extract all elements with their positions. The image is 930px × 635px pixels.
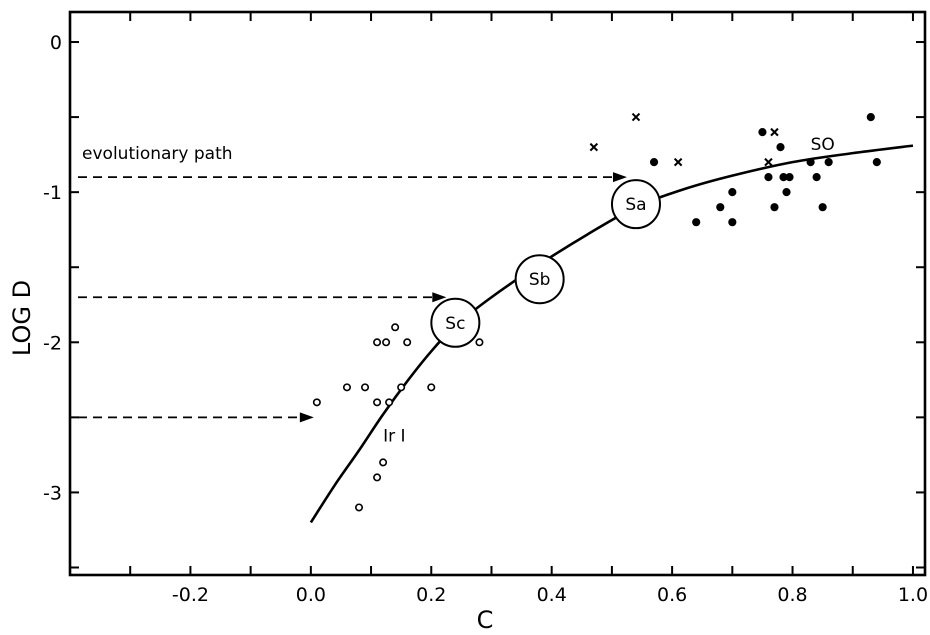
cross-point: [764, 157, 773, 167]
plot-border: [68, 10, 927, 577]
open-circle-point: [403, 338, 412, 347]
cross-stroke: [631, 112, 641, 122]
plot-frame: [68, 10, 927, 577]
filled-circle-point: [866, 112, 875, 122]
y-tick-label: 0: [50, 32, 62, 54]
stage-label: Sa: [625, 195, 646, 215]
arrow-head: [432, 292, 447, 303]
annotation-label: evolutionary path: [82, 144, 233, 164]
filled-circle-point: [716, 203, 725, 212]
cross-point: [673, 157, 683, 167]
annotation-label: SO: [811, 135, 835, 155]
filled-circle-point: [872, 158, 881, 167]
filled-circle-point: [785, 173, 794, 182]
open-circle-point: [361, 383, 370, 392]
filled-circle-point: [692, 218, 701, 227]
open-circle-point: [427, 383, 436, 392]
x-tick-label: 0.2: [416, 584, 446, 606]
x-tick-label: 0.8: [777, 584, 807, 606]
x-axis-ticks: -0.2 0.0 0.2 0.4 0.6 0.8 1.0: [69, 12, 928, 606]
filled-circle-point: [728, 218, 737, 227]
annotation-label: Ir I: [383, 426, 405, 446]
y-tick-label: -2: [43, 332, 62, 354]
open-circle-point: [391, 323, 400, 332]
open-circle-point: [355, 503, 364, 512]
arrow-head: [299, 412, 314, 423]
filled-circle-point: [812, 173, 821, 182]
cross-point: [770, 127, 779, 137]
open-circle-point: [373, 398, 382, 407]
open-circle-point: [397, 383, 406, 392]
stage-label: Sc: [445, 314, 465, 334]
stage-circle-sc: [430, 297, 481, 348]
filled-circle-point: [728, 188, 737, 197]
cross-stroke: [589, 142, 599, 152]
open-circle-point: [373, 338, 382, 347]
filled-circle-point: [764, 173, 773, 182]
open-circle-point: [385, 398, 394, 407]
filled-circle-point: [776, 143, 785, 152]
x-tick-label: 0.6: [657, 584, 687, 606]
stage-label: Sb: [529, 270, 551, 290]
stage-markers: Sa Sb Sc: [430, 179, 661, 348]
filled-circle-point: [782, 188, 791, 197]
stage-circle-sa: [610, 179, 661, 230]
open-circle-point: [379, 458, 388, 467]
arrow-head: [612, 172, 627, 183]
evolutionary-arrows: [78, 172, 627, 423]
data-points: [312, 112, 881, 512]
open-circle-point: [342, 383, 351, 392]
filled-circle-point: [824, 158, 833, 167]
filled-circle-point: [806, 158, 815, 167]
open-circle-point: [475, 338, 484, 347]
y-axis-label: LOG D: [8, 280, 36, 356]
y-tick-label: -1: [43, 182, 62, 204]
stage-circle-sb: [514, 254, 565, 305]
x-axis-label: C: [477, 606, 494, 634]
cross-point: [631, 112, 641, 122]
filled-circle-point: [758, 128, 767, 137]
annotations: evolutionary path SO Ir I: [82, 135, 835, 446]
cross-stroke: [770, 127, 779, 137]
filled-circle-point: [818, 203, 827, 212]
x-tick-label: 0.4: [537, 584, 567, 606]
open-circle-point: [382, 338, 391, 347]
filled-circle-point: [649, 158, 659, 167]
y-tick-label: -3: [43, 482, 62, 504]
open-circle-point: [312, 398, 321, 407]
x-tick-label: 1.0: [898, 584, 928, 606]
y-axis-ticks: 0 -1 -2 -3: [43, 32, 925, 569]
x-tick-label: 0.0: [296, 584, 326, 606]
open-circle-point: [373, 473, 382, 482]
cross-stroke: [673, 157, 683, 167]
filled-circle-point: [770, 203, 779, 212]
x-tick-label: -0.2: [172, 584, 209, 606]
cross-stroke: [764, 157, 773, 167]
cross-point: [589, 142, 599, 152]
